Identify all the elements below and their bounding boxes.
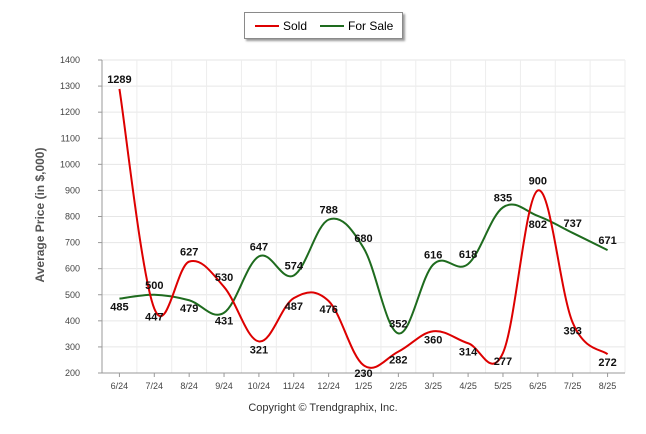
data-label-for-sale: 500 bbox=[145, 280, 163, 292]
legend-item-for-sale[interactable]: For Sale bbox=[320, 19, 393, 33]
x-tick-label: 6/25 bbox=[529, 381, 547, 391]
x-tick-label: 2/25 bbox=[390, 381, 408, 391]
y-tick-label: 900 bbox=[65, 185, 80, 195]
data-label-sold: 360 bbox=[424, 334, 442, 346]
series-line-for-sale bbox=[119, 203, 609, 335]
data-label-for-sale: 680 bbox=[354, 233, 372, 245]
series-line-sold bbox=[118, 88, 609, 369]
data-label-sold: 1289 bbox=[107, 74, 131, 86]
y-tick-label: 700 bbox=[65, 238, 80, 248]
x-tick-label: 7/25 bbox=[564, 381, 582, 391]
x-tick-label: 8/24 bbox=[180, 381, 198, 391]
y-tick-label: 1000 bbox=[60, 159, 80, 169]
data-label-for-sale: 618 bbox=[459, 249, 477, 261]
data-label-sold: 530 bbox=[215, 272, 233, 284]
legend-label-sold: Sold bbox=[283, 19, 308, 33]
y-tick-label: 1100 bbox=[61, 133, 80, 143]
data-label-sold: 487 bbox=[285, 301, 303, 313]
grid-lines bbox=[101, 59, 626, 374]
y-tick-labels: 200 300 400 500 600 700 800 900 1000 1100 1200 1300… bbox=[60, 55, 80, 378]
data-label-for-sale: 352 bbox=[389, 318, 407, 330]
y-tick-label: 1200 bbox=[60, 107, 80, 117]
x-tick-label: 8/25 bbox=[599, 381, 617, 391]
data-label-for-sale: 671 bbox=[598, 235, 616, 247]
y-tick-label: 300 bbox=[65, 342, 80, 352]
legend-swatch-for-sale bbox=[320, 25, 344, 27]
legend-label-for-sale: For Sale bbox=[348, 19, 394, 33]
y-tick-label: 200 bbox=[65, 368, 80, 378]
data-label-sold: 314 bbox=[459, 346, 478, 358]
axes bbox=[98, 59, 625, 377]
data-label-sold: 476 bbox=[319, 304, 337, 316]
y-tick-label: 500 bbox=[65, 290, 80, 300]
y-tick-label: 400 bbox=[65, 316, 80, 326]
data-label-for-sale: 802 bbox=[529, 219, 547, 231]
data-label-for-sale: 616 bbox=[424, 249, 442, 261]
data-label-for-sale: 737 bbox=[564, 218, 582, 230]
x-tick-label: 11/24 bbox=[283, 381, 305, 391]
legend-swatch-sold bbox=[255, 25, 279, 27]
x-tick-label: 3/25 bbox=[424, 381, 442, 391]
y-tick-label: 800 bbox=[65, 212, 80, 222]
data-labels: 1289 447 627 530 321 487 476 230 282 360 314 277 900… bbox=[107, 74, 617, 380]
data-label-sold: 321 bbox=[250, 344, 268, 356]
x-tick-label: 10/24 bbox=[248, 381, 271, 391]
x-tick-label: 9/24 bbox=[215, 381, 233, 391]
data-label-sold: 277 bbox=[494, 356, 512, 368]
y-tick-label: 1300 bbox=[60, 81, 80, 91]
x-tick-labels: 6/24 7/24 8/24 9/24 10/24 11/24 12/24 1/25 2/25 3… bbox=[111, 381, 617, 391]
legend-item-sold[interactable]: Sold bbox=[255, 19, 307, 33]
series-lines bbox=[118, 88, 609, 369]
y-tick-label: 1400 bbox=[60, 55, 80, 65]
copyright-text: Copyright © Trendgraphix, Inc. bbox=[248, 402, 398, 414]
data-label-sold: 393 bbox=[564, 326, 582, 338]
data-label-sold: 447 bbox=[145, 312, 163, 324]
legend: Sold For Sale bbox=[244, 12, 403, 39]
data-label-sold: 230 bbox=[354, 368, 372, 380]
x-tick-label: 6/24 bbox=[111, 381, 129, 391]
data-label-for-sale: 788 bbox=[319, 205, 337, 217]
y-tick-label: 600 bbox=[65, 264, 80, 274]
x-tick-label: 7/24 bbox=[146, 381, 164, 391]
data-label-sold: 282 bbox=[389, 355, 407, 367]
y-axis-title: Average Price (in $,000) bbox=[33, 148, 47, 283]
data-label-for-sale: 431 bbox=[215, 316, 233, 328]
x-tick-label: 4/25 bbox=[459, 381, 477, 391]
x-tick-label: 5/25 bbox=[494, 381, 512, 391]
x-tick-label: 1/25 bbox=[355, 381, 373, 391]
data-label-for-sale: 835 bbox=[494, 192, 512, 204]
data-label-for-sale: 574 bbox=[285, 260, 304, 272]
data-label-sold: 272 bbox=[598, 357, 616, 369]
data-label-for-sale: 485 bbox=[110, 302, 128, 314]
data-label-for-sale: 647 bbox=[250, 241, 268, 253]
data-label-sold: 900 bbox=[529, 175, 547, 187]
data-label-for-sale: 479 bbox=[180, 303, 198, 315]
x-tick-label: 12/24 bbox=[317, 381, 340, 391]
data-label-sold: 627 bbox=[180, 247, 198, 259]
